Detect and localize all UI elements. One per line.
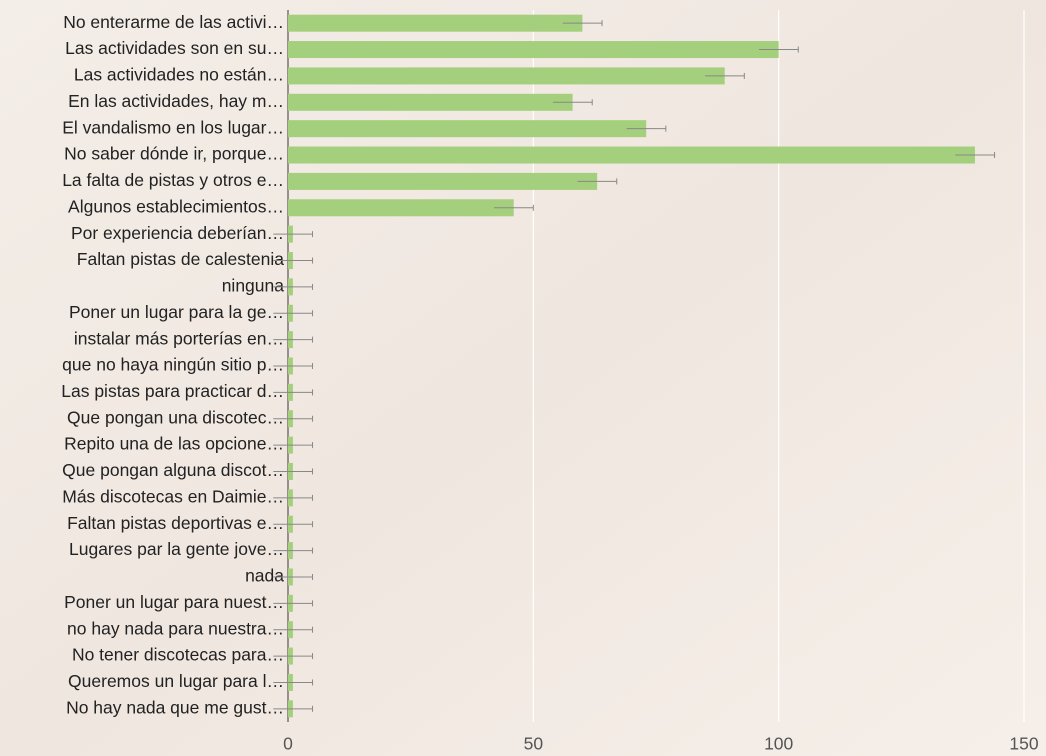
bar	[288, 173, 597, 190]
x-tick-label: 150	[1009, 734, 1038, 754]
y-tick-label: En las actividades, hay m…	[68, 91, 284, 111]
y-tick-label: Algunos establecimientos…	[68, 196, 284, 216]
y-tick-label: ninguna	[222, 276, 285, 296]
background	[0, 0, 1046, 756]
bar	[288, 94, 573, 111]
y-tick-label: Que pongan una discotec…	[67, 407, 284, 427]
y-tick-label: Faltan pistas de calestenia	[77, 249, 284, 269]
y-tick-label: No tener discotecas para…	[72, 645, 284, 665]
y-tick-label: Las actividades son en su…	[65, 38, 284, 58]
y-tick-label: Faltan pistas deportivas e…	[67, 513, 284, 533]
y-tick-label: no hay nada para nuestra…	[67, 618, 284, 638]
x-tick-label: 0	[283, 734, 293, 754]
chart: 0 50 100 150 No enterarme de las activi… Las …	[0, 0, 1046, 756]
y-tick-label: Las actividades no están…	[74, 65, 284, 85]
bar	[288, 199, 514, 216]
x-tick-label: 100	[764, 734, 793, 754]
bar	[288, 15, 582, 32]
y-tick-label: Por experiencia deberían…	[71, 223, 284, 243]
y-tick-label: No enterarme de las activi…	[63, 12, 284, 32]
y-tick-label: Que pongan alguna discot…	[62, 460, 284, 480]
y-tick-label: Poner un lugar para la ge…	[69, 302, 284, 322]
bar	[288, 147, 975, 164]
y-tick-label: No saber dónde ir, porque…	[64, 144, 284, 164]
y-tick-label: El vandalismo en los lugar…	[62, 117, 284, 137]
bar	[288, 120, 646, 137]
y-tick-label: No hay nada que me gust…	[66, 697, 284, 717]
x-tick-label: 50	[524, 734, 544, 754]
y-tick-label: La falta de pistas y otros e…	[62, 170, 284, 190]
bar	[288, 67, 725, 84]
bar	[288, 41, 779, 58]
y-tick-label: que no haya ningún sitio p…	[62, 355, 284, 375]
y-tick-label: Poner un lugar para nuest…	[64, 592, 284, 612]
y-tick-label: Lugares par la gente jove…	[69, 539, 284, 559]
y-tick-label: instalar más porterías en…	[74, 328, 284, 348]
y-tick-label: Las pistas para practicar d…	[61, 381, 284, 401]
y-tick-label: Queremos un lugar para l…	[68, 671, 284, 691]
y-tick-label: nada	[245, 566, 284, 586]
y-tick-label: Repito una de las opcione…	[64, 434, 284, 454]
y-tick-label: Más discotecas en Daimie…	[62, 486, 284, 506]
